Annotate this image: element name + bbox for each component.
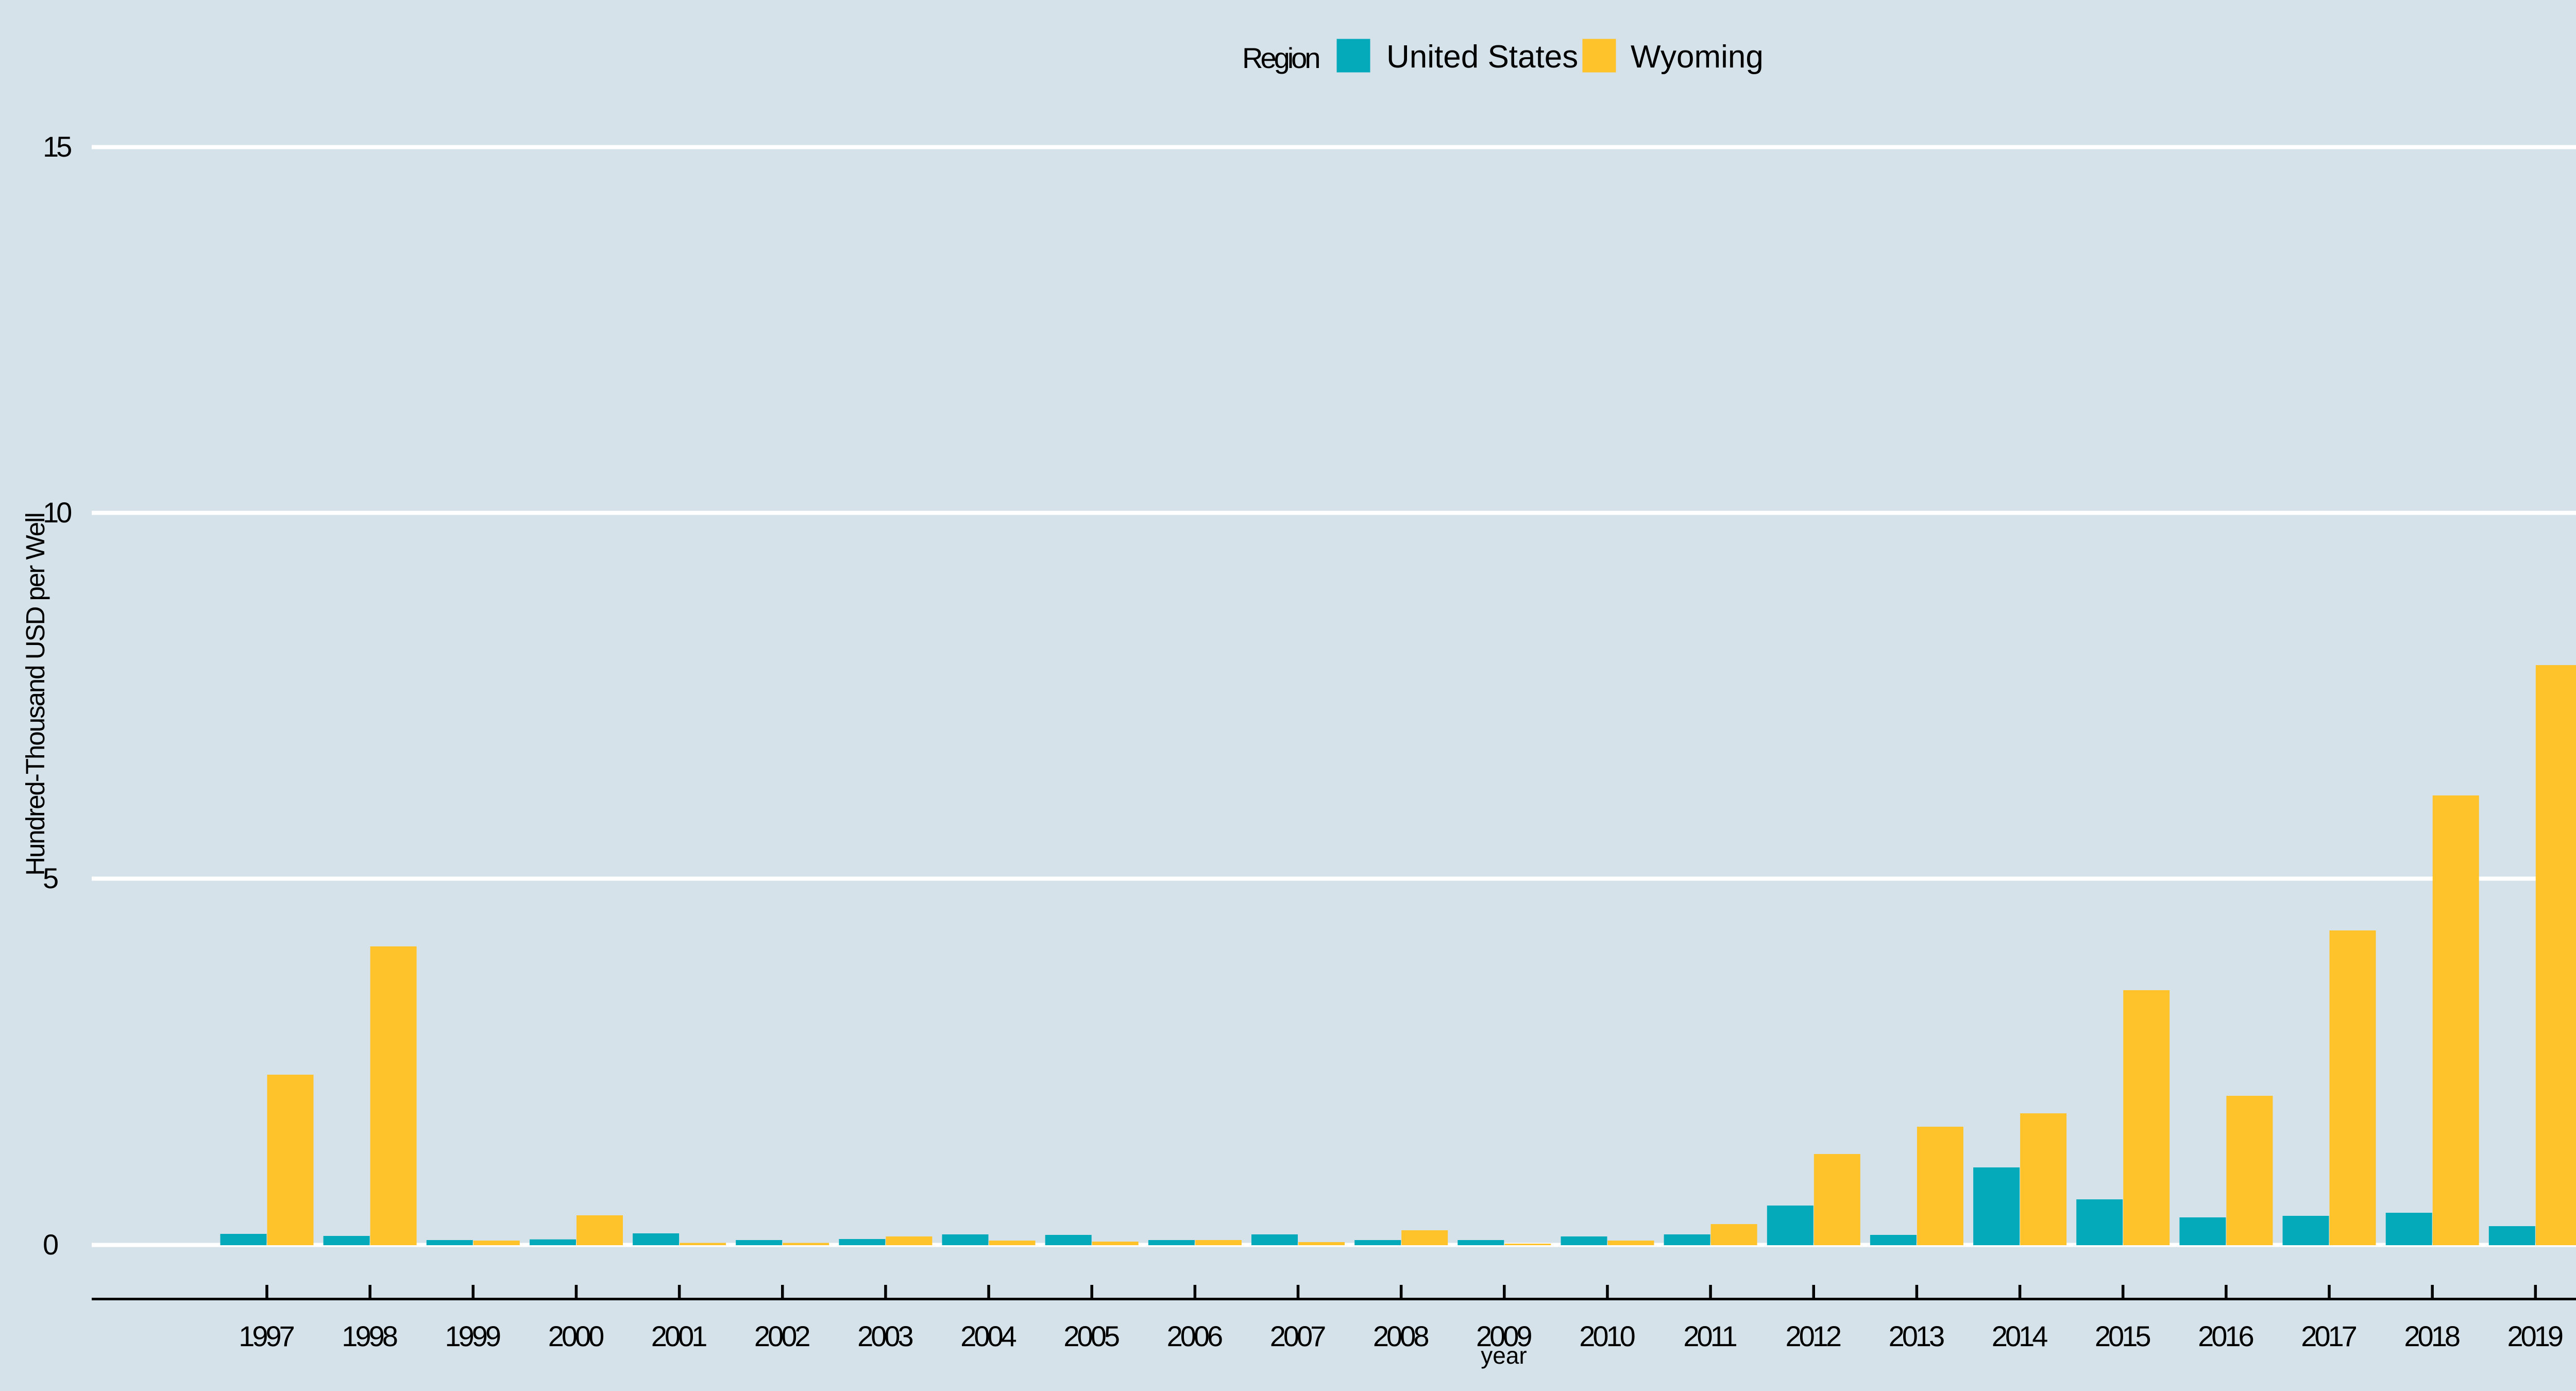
svg-text:Region: Region (1242, 42, 1319, 74)
svg-text:2016: 2016 (2198, 1320, 2253, 1352)
svg-text:2000: 2000 (548, 1320, 603, 1352)
svg-text:2015: 2015 (2095, 1320, 2150, 1352)
svg-text:2009: 2009 (1476, 1320, 1531, 1352)
svg-text:2014: 2014 (1992, 1320, 2047, 1352)
svg-text:2003: 2003 (857, 1320, 912, 1352)
svg-text:2010: 2010 (1579, 1320, 1634, 1352)
svg-text:Hundred-Thousand USD per Well: Hundred-Thousand USD per Well (21, 513, 50, 876)
svg-text:2005: 2005 (1063, 1320, 1118, 1352)
svg-text:15: 15 (43, 130, 71, 163)
svg-text:0: 0 (43, 1228, 58, 1261)
svg-text:2019: 2019 (2507, 1320, 2563, 1352)
svg-text:2011: 2011 (1683, 1320, 1736, 1352)
svg-text:year: year (1481, 1342, 1527, 1369)
svg-text:2013: 2013 (1889, 1320, 1944, 1352)
svg-text:2002: 2002 (754, 1320, 809, 1352)
svg-text:Wyoming: Wyoming (1631, 39, 1764, 75)
svg-text:United States: United States (1386, 39, 1578, 75)
svg-text:2004: 2004 (960, 1320, 1016, 1352)
svg-text:10: 10 (43, 496, 71, 529)
svg-text:2018: 2018 (2404, 1320, 2459, 1352)
svg-text:2001: 2001 (651, 1320, 706, 1352)
svg-text:1997: 1997 (239, 1320, 294, 1352)
svg-text:2006: 2006 (1167, 1320, 1222, 1352)
svg-text:2008: 2008 (1373, 1320, 1428, 1352)
svg-text:1999: 1999 (445, 1320, 500, 1352)
svg-text:2012: 2012 (1786, 1320, 1841, 1352)
svg-text:2017: 2017 (2301, 1320, 2356, 1352)
svg-text:2007: 2007 (1270, 1320, 1325, 1352)
svg-text:1998: 1998 (342, 1320, 397, 1352)
